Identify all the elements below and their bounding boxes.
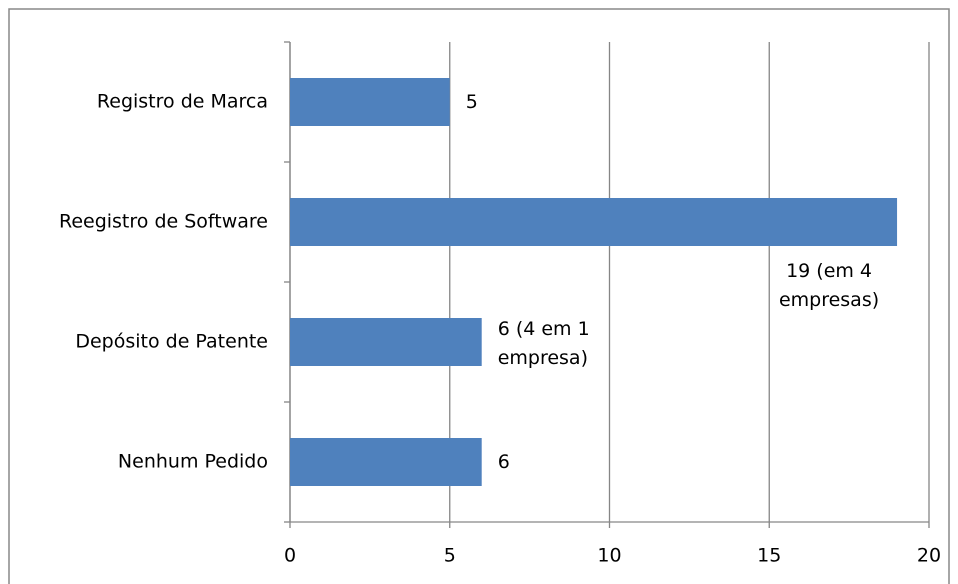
value-label: 5 — [465, 90, 478, 113]
x-tick-label: 20 — [917, 545, 941, 567]
bar — [290, 78, 450, 126]
y-tick-label: Nenhum Pedido — [118, 451, 268, 473]
value-label: 6 — [497, 450, 510, 473]
y-tick-label: Reegistro de Software — [59, 211, 268, 233]
x-tick-label: 0 — [284, 545, 296, 567]
value-label: 6 (4 em 1 empresa) — [497, 318, 590, 369]
bar — [290, 318, 482, 366]
y-tick-label: Registro de Marca — [97, 91, 268, 113]
chart-frame — [8, 8, 950, 584]
y-tick-label: Depósito de Patente — [75, 331, 268, 353]
x-tick-label: 5 — [444, 545, 456, 567]
x-tick-label: 15 — [757, 545, 781, 567]
bar — [290, 438, 482, 486]
bar — [290, 198, 898, 246]
x-tick-label: 10 — [597, 545, 621, 567]
value-label: 19 (em 4 empresas) — [778, 260, 880, 311]
